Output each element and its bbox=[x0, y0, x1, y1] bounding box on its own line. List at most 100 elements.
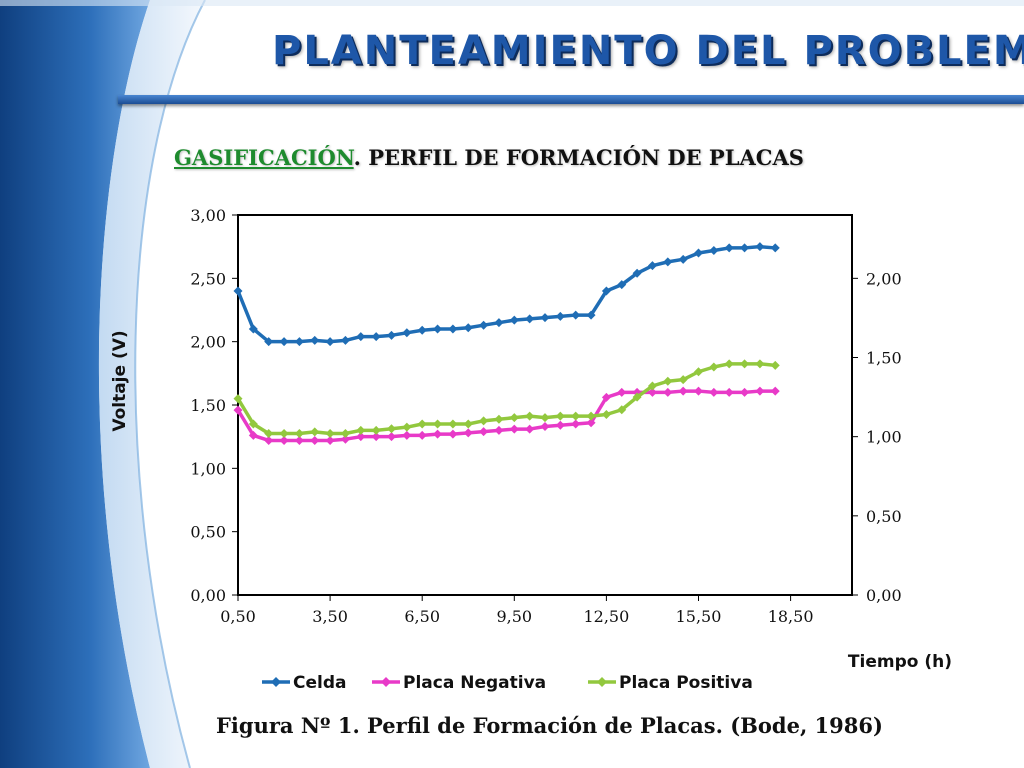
data-point bbox=[433, 324, 443, 334]
y2-tick-label: 1,50 bbox=[866, 349, 902, 368]
data-point bbox=[294, 435, 304, 445]
data-point bbox=[463, 323, 473, 333]
y-tick-label: 0,00 bbox=[190, 586, 226, 605]
data-point bbox=[770, 360, 780, 370]
series-placa-negativa bbox=[233, 386, 780, 445]
y-axis-left: 0,00 0,50 1,00 1,50 2,00 2,50 3,00 bbox=[190, 206, 238, 605]
data-point bbox=[248, 419, 258, 429]
x-axis-label: Tiempo (h) bbox=[848, 652, 952, 672]
legend-label: Placa Negativa bbox=[403, 673, 546, 693]
data-point bbox=[617, 280, 627, 290]
data-point bbox=[340, 335, 350, 345]
data-point bbox=[617, 405, 627, 415]
data-point bbox=[340, 434, 350, 444]
data-point bbox=[371, 432, 381, 442]
data-point bbox=[325, 435, 335, 445]
legend-label: Celda bbox=[293, 673, 346, 693]
y2-tick-label: 2,00 bbox=[866, 269, 902, 288]
x-tick-label: 0,50 bbox=[220, 607, 256, 626]
chart-legend: Celda Placa Negativa Placa Positiva bbox=[262, 673, 753, 693]
data-point bbox=[555, 311, 565, 321]
y-axis-label: Voltaje (V) bbox=[110, 330, 130, 431]
data-point bbox=[264, 429, 274, 438]
data-point bbox=[647, 387, 657, 397]
data-point bbox=[740, 359, 750, 369]
series-celda bbox=[233, 242, 780, 347]
y-axis-right: 0,00 0,50 1,00 1,50 2,00 bbox=[852, 269, 902, 605]
data-point bbox=[233, 405, 243, 415]
data-point bbox=[555, 411, 565, 421]
series-layer bbox=[233, 242, 780, 445]
data-point bbox=[248, 324, 258, 334]
legend-marker bbox=[381, 677, 391, 687]
data-point bbox=[433, 419, 443, 429]
data-point bbox=[264, 435, 274, 445]
data-point bbox=[724, 359, 734, 369]
data-point bbox=[264, 337, 274, 347]
chart-heading-highlight: GASIFICACIÓN bbox=[174, 145, 354, 170]
data-point bbox=[647, 381, 657, 391]
y-tick-label: 3,00 bbox=[190, 206, 226, 225]
data-point bbox=[509, 315, 519, 325]
data-point bbox=[709, 362, 719, 372]
legend-item: Placa Negativa bbox=[372, 673, 546, 693]
data-point bbox=[586, 310, 596, 320]
data-point bbox=[279, 435, 289, 445]
data-point bbox=[678, 254, 688, 264]
data-point bbox=[402, 422, 412, 432]
data-point bbox=[632, 392, 642, 402]
data-point bbox=[694, 367, 703, 377]
data-point bbox=[601, 392, 611, 402]
data-point bbox=[586, 418, 596, 428]
data-point bbox=[709, 245, 719, 255]
data-point bbox=[571, 419, 581, 429]
y2-tick-label: 1,00 bbox=[866, 428, 902, 447]
y2-tick-label: 0,50 bbox=[866, 507, 902, 526]
legend-item: Placa Positiva bbox=[588, 673, 753, 693]
data-point bbox=[663, 387, 673, 397]
data-point bbox=[248, 430, 258, 440]
plot-area bbox=[237, 214, 853, 596]
data-point bbox=[755, 242, 765, 252]
y-tick-label: 1,50 bbox=[190, 396, 226, 415]
y-tick-label: 0,50 bbox=[190, 523, 226, 542]
chart-heading: GASIFICACIÓN. PERFIL DE FORMACIÓN DE PLA… bbox=[174, 145, 804, 170]
data-point bbox=[755, 359, 765, 369]
data-point bbox=[494, 425, 504, 435]
data-point bbox=[586, 411, 596, 421]
data-point bbox=[233, 286, 243, 296]
data-point bbox=[433, 429, 443, 439]
data-point bbox=[724, 387, 734, 397]
legend-label: Placa Positiva bbox=[619, 673, 753, 693]
title-underline-bar bbox=[118, 95, 1024, 104]
data-point bbox=[448, 429, 458, 439]
data-point bbox=[740, 243, 750, 253]
data-point bbox=[678, 375, 688, 385]
data-point bbox=[770, 243, 780, 253]
data-point bbox=[663, 257, 673, 267]
x-axis: 0,50 3,50 6,50 9,50 12,50 15,50 18,50 bbox=[220, 595, 814, 626]
data-point bbox=[294, 429, 304, 438]
data-point bbox=[647, 261, 657, 271]
slide-title: PLANTEAMIENTO DEL PROBLEMA bbox=[272, 28, 1024, 74]
x-tick-label: 12,50 bbox=[583, 607, 629, 626]
data-point bbox=[310, 427, 320, 437]
figure-caption: Figura Nº 1. Perfil de Formación de Plac… bbox=[216, 713, 883, 738]
data-point bbox=[601, 286, 611, 296]
data-point bbox=[310, 435, 320, 445]
data-point bbox=[632, 268, 642, 278]
data-point bbox=[294, 337, 304, 347]
data-point bbox=[448, 419, 458, 429]
legend-marker bbox=[271, 677, 281, 687]
data-point bbox=[694, 248, 703, 258]
y2-tick-label: 0,00 bbox=[866, 586, 902, 605]
data-point bbox=[479, 320, 489, 330]
data-point bbox=[479, 427, 489, 437]
data-point bbox=[494, 414, 504, 424]
data-point bbox=[340, 429, 350, 438]
data-point bbox=[371, 425, 381, 435]
x-tick-label: 15,50 bbox=[676, 607, 722, 626]
data-point bbox=[494, 318, 504, 328]
data-point bbox=[755, 386, 765, 396]
